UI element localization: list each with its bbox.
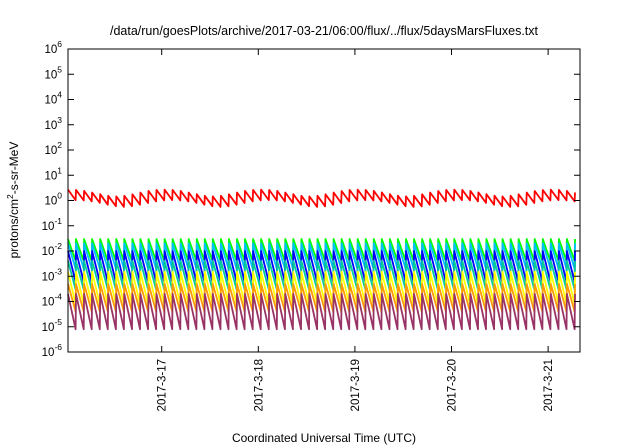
y-tick-label: 101 — [44, 165, 62, 182]
y-tick-label: 105 — [44, 64, 62, 81]
y-tick-label: 10-4 — [42, 292, 63, 309]
y-axis-ticks: 10-6 10-5 10-4 10-3 10-2 10-1 100 101 102 103 104 1… — [42, 39, 580, 359]
x-tick-label: 2017-3-18 — [253, 359, 265, 411]
x-tick-label: 2017-3-20 — [447, 359, 459, 411]
chart-title: /data/run/goesPlots/archive/2017-03-21/0… — [110, 24, 539, 38]
x-axis-ticks: 2017-3-17 2017-3-18 2017-3-19 2017-3-20 2017… — [157, 49, 555, 411]
y-tick-label: 104 — [44, 90, 62, 107]
series-line — [67, 293, 576, 331]
x-tick-label: 2017-3-21 — [543, 359, 555, 411]
series-layer — [67, 188, 576, 331]
y-tick-label: 10-6 — [42, 342, 63, 359]
series-line — [67, 188, 576, 208]
y-tick-label: 103 — [44, 115, 62, 132]
y-tick-label: 10-1 — [42, 216, 63, 233]
y-tick-label: 100 — [44, 191, 62, 208]
y-tick-label: 106 — [44, 39, 62, 56]
y-tick-label: 102 — [44, 140, 62, 157]
x-axis-label: Coordinated Universal Time (UTC) — [232, 431, 416, 445]
y-axis-label: protons/cm2-s-sr-MeV — [5, 142, 21, 259]
y-tick-label: 10-2 — [42, 241, 63, 258]
x-tick-label: 2017-3-19 — [350, 359, 362, 411]
x-tick-label: 2017-3-17 — [157, 359, 169, 411]
y-tick-label: 10-3 — [42, 266, 63, 283]
y-tick-label: 10-5 — [42, 317, 63, 334]
